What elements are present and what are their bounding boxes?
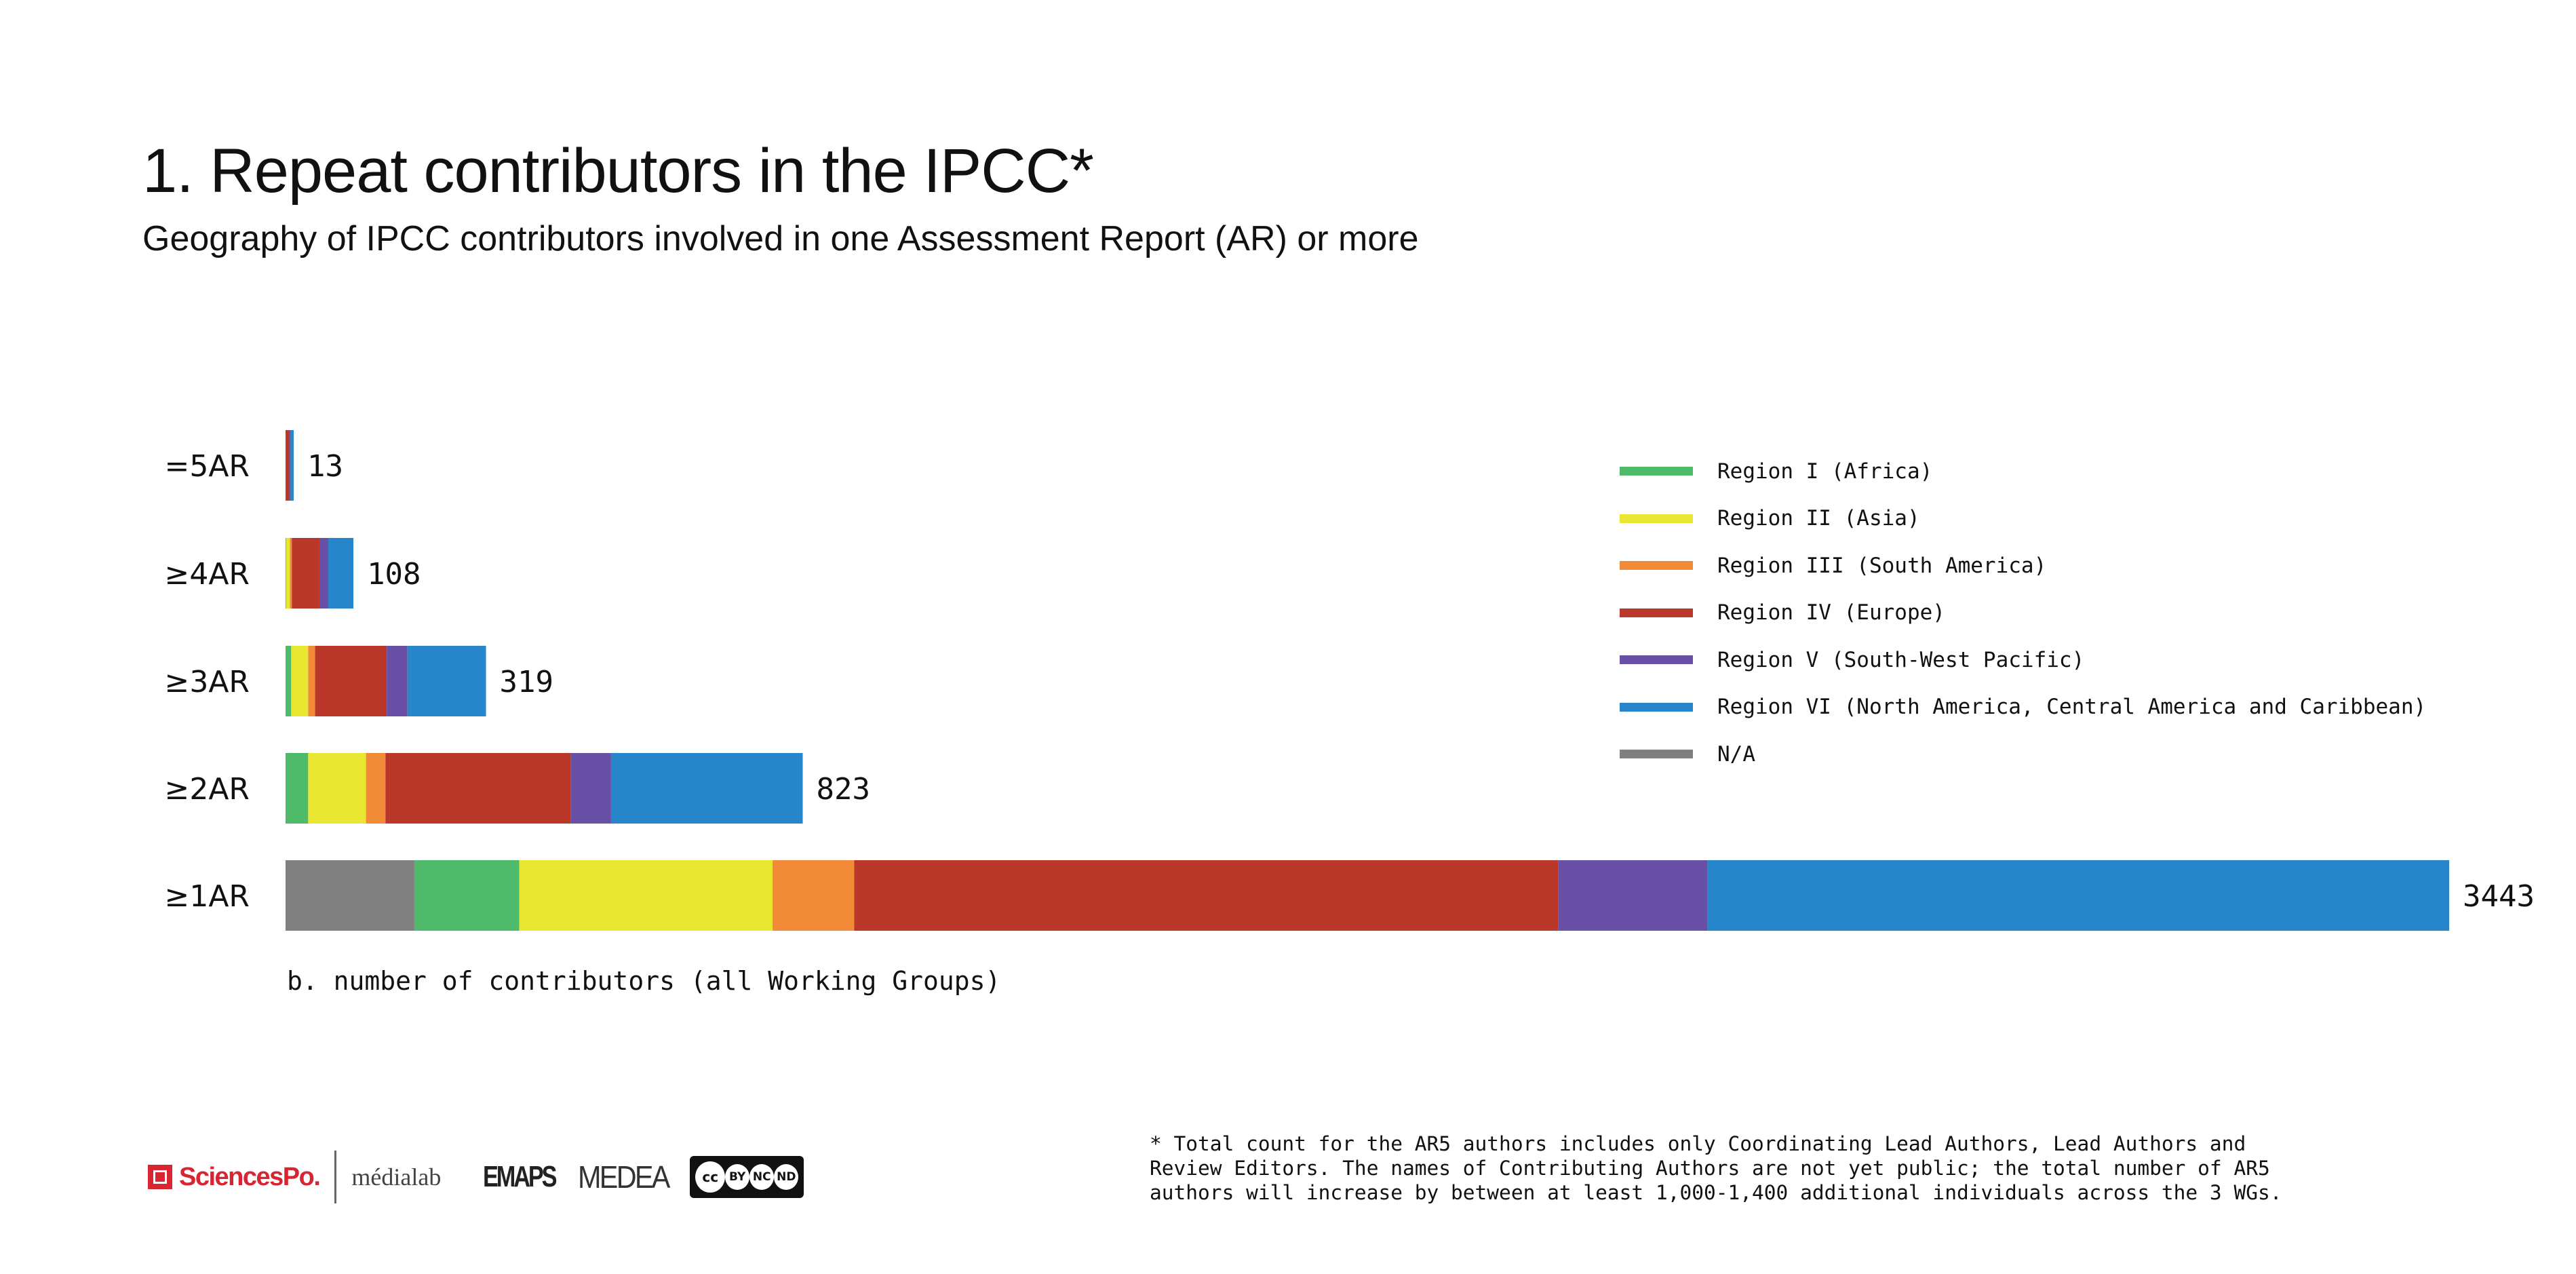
bar-segment-region-ii-asia-row-3 (308, 753, 366, 824)
bar-segment-region-i-africa-row-4 (414, 860, 520, 931)
category-label-4ar-1: ≥4AR (164, 557, 250, 592)
medea-logo: MEDEA (578, 1159, 670, 1195)
legend-item-region-ii-asia: Region II (Asia) (1620, 495, 2426, 543)
cc-by-icon: BY (725, 1164, 750, 1190)
bar-segment-region-iii-south-america-row-3 (366, 753, 386, 824)
legend-label: Region III (South America) (1717, 553, 2047, 578)
bar-segment-region-v-south-west-pacific-row-0 (289, 430, 291, 501)
legend-label: Region IV (Europe) (1717, 600, 1945, 625)
legend-item-region-v-south-west-pacific: Region V (South-West Pacific) (1620, 636, 2426, 684)
bar-segment-region-i-africa-row-3 (286, 753, 309, 824)
bar-segment-region-iv-europe-row-1 (292, 538, 320, 609)
bar-segment-region-i-africa-row-2 (286, 646, 292, 716)
legend-label: Region I (Africa) (1717, 459, 1933, 484)
legend-item-n-a: N/A (1620, 731, 2426, 778)
bar-total-label-row-2: 319 (500, 665, 553, 699)
emaps-logo: EMAPS (483, 1160, 558, 1193)
category-label-1ar-4: ≥1AR (164, 879, 250, 914)
bar-segment-region-v-south-west-pacific-row-2 (387, 646, 408, 716)
legend-swatch (1620, 702, 1693, 712)
footnote: * Total count for the AR5 authors includ… (1150, 1132, 2282, 1204)
legend-item-region-iv-europe: Region IV (Europe) (1620, 590, 2426, 637)
bar-total-label-row-4: 3443 (2463, 879, 2535, 914)
bar-segment-region-iv-europe-row-0 (286, 430, 290, 501)
bar-segment-region-iv-europe-row-3 (385, 753, 571, 824)
bar-segment-n-a-row-4 (286, 860, 414, 931)
legend-item-region-vi-north-america-central-america-and-caribbean: Region VI (North America, Central Americ… (1620, 684, 2426, 731)
bar-segment-region-vi-north-america-central-america-and-caribbean-row-2 (407, 646, 486, 716)
category-label-3ar-2: ≥3AR (164, 665, 250, 699)
sciencespo-logo: SciencesPo. (148, 1162, 321, 1192)
chart-title: 1. Repeat contributors in the IPCC* (142, 136, 1094, 206)
cc-nd-icon: ND (774, 1164, 799, 1190)
bar-segment-region-iv-europe-row-4 (854, 860, 1559, 931)
legend-swatch (1620, 514, 1693, 523)
bar-segment-region-vi-north-america-central-america-and-caribbean-row-1 (328, 538, 354, 609)
legend-label: Region II (Asia) (1717, 506, 1920, 531)
bar-total-label-row-3: 823 (817, 772, 870, 807)
medialab-logo: médialab (351, 1163, 442, 1191)
legend-label: Region VI (North America, Central Americ… (1717, 695, 2427, 720)
bar-segment-region-v-south-west-pacific-row-4 (1558, 860, 1708, 931)
cc-nc-icon: NC (749, 1164, 775, 1190)
legend-item-region-iii-south-america: Region III (South America) (1620, 542, 2426, 590)
bar-segment-region-vi-north-america-central-america-and-caribbean-row-0 (290, 430, 294, 501)
category-label-5ar-0: =5AR (164, 449, 250, 484)
bar-segment-region-vi-north-america-central-america-and-caribbean-row-4 (1707, 860, 2449, 931)
chart-legend: Region I (Africa) Region II (Asia) Region … (1620, 448, 2426, 778)
x-axis-label: b. number of contributors (all Working G… (287, 966, 1001, 996)
legend-swatch (1620, 608, 1693, 617)
bar-segment-region-ii-asia-row-4 (519, 860, 773, 931)
legend-swatch (1620, 467, 1693, 476)
sciencespo-emblem-icon (148, 1165, 172, 1189)
bar-segment-region-iv-europe-row-2 (315, 646, 387, 716)
legend-swatch (1620, 655, 1693, 665)
bar-segment-region-iii-south-america-row-4 (773, 860, 855, 931)
category-label-2ar-3: ≥2AR (164, 772, 250, 807)
bar-segment-region-iii-south-america-row-1 (290, 538, 292, 609)
legend-swatch (1620, 750, 1693, 759)
bar-segment-region-ii-asia-row-2 (291, 646, 309, 716)
creative-commons-badge: cc BY NC ND (690, 1156, 804, 1198)
legend-item-region-i-africa: Region I (Africa) (1620, 448, 2426, 495)
chart-subtitle: Geography of IPCC contributors involved … (142, 219, 1419, 258)
bar-segment-region-ii-asia-row-1 (286, 538, 290, 609)
bar-segment-region-v-south-west-pacific-row-3 (570, 753, 611, 824)
bar-segment-region-vi-north-america-central-america-and-caribbean-row-3 (610, 753, 803, 824)
bar-segment-region-iii-south-america-row-2 (308, 646, 315, 716)
legend-swatch (1620, 561, 1693, 571)
bar-total-label-row-1: 108 (367, 557, 421, 592)
logo-divider (334, 1151, 337, 1203)
cc-icon: cc (695, 1161, 726, 1193)
bar-total-label-row-0: 13 (307, 449, 343, 484)
sciencespo-logo-text: SciencesPo. (179, 1162, 321, 1191)
logo-strip: SciencesPo. médialab EMAPS MEDEA cc BY N… (148, 1146, 804, 1208)
bar-segment-region-v-south-west-pacific-row-1 (319, 538, 329, 609)
legend-label: N/A (1717, 741, 1755, 767)
legend-label: Region V (South-West Pacific) (1717, 647, 2085, 672)
